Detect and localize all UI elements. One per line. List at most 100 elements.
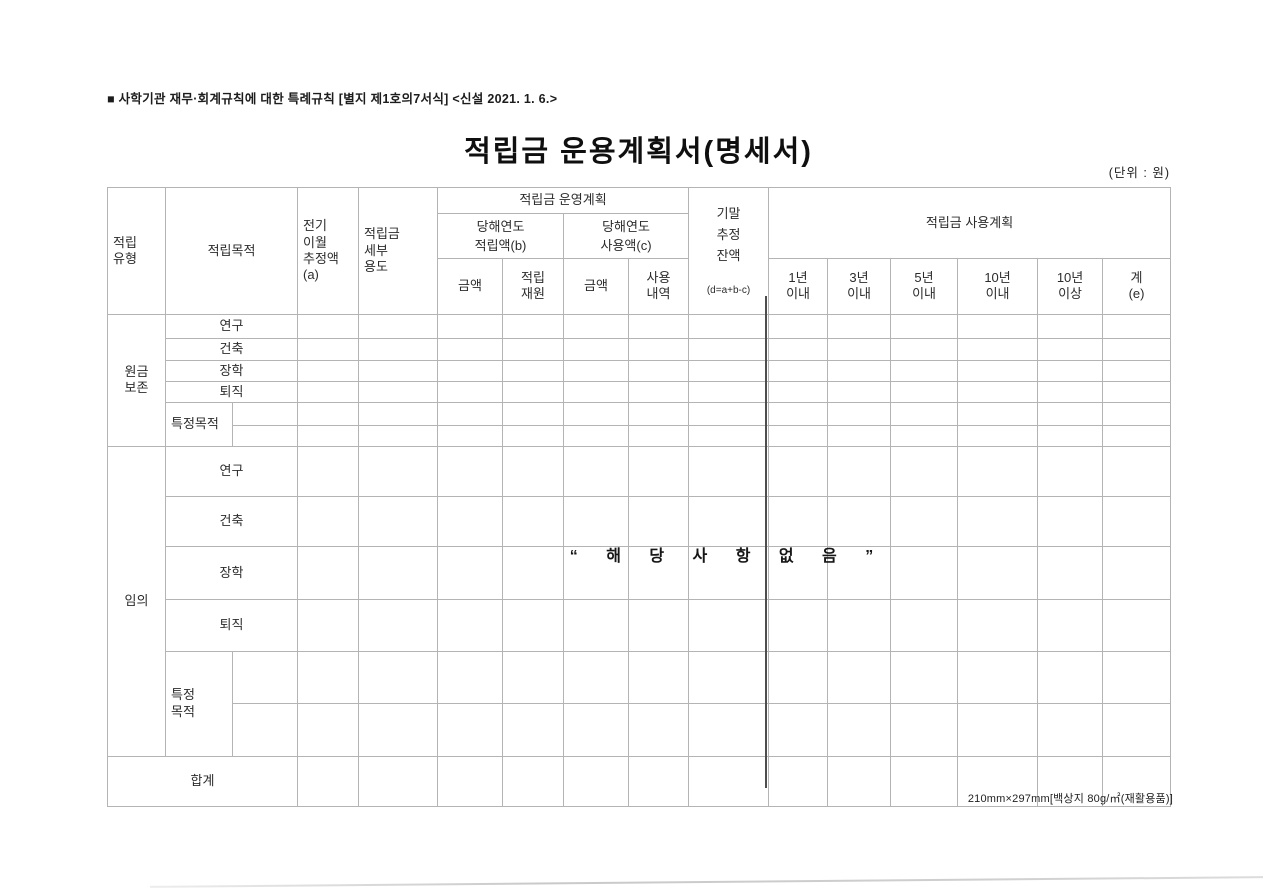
empty-cell bbox=[297, 598, 359, 652]
header-ending-balance: 기말 추정 잔액 (d=a+b-c) bbox=[688, 187, 770, 315]
empty-cell bbox=[437, 495, 503, 547]
empty-cell bbox=[358, 337, 438, 361]
empty-cell bbox=[358, 380, 438, 403]
total-label: 합계 bbox=[107, 755, 298, 807]
header-purpose: 적립목적 bbox=[165, 187, 298, 315]
scan-artifact-line bbox=[150, 876, 1263, 888]
unit-label: (단위 : 원) bbox=[1108, 166, 1170, 180]
empty-cell bbox=[502, 598, 564, 652]
empty-cell bbox=[957, 380, 1039, 403]
empty-cell bbox=[563, 380, 629, 403]
empty-cell bbox=[563, 401, 629, 426]
header-amount-use: 금액 bbox=[563, 258, 629, 315]
empty-cell bbox=[957, 401, 1039, 426]
empty-cell bbox=[688, 495, 770, 547]
empty-cell bbox=[768, 495, 829, 547]
empty-cell bbox=[827, 380, 892, 403]
empty-cell bbox=[627, 313, 690, 339]
empty-cell bbox=[688, 337, 770, 361]
empty-cell bbox=[627, 445, 690, 497]
empty-cell bbox=[890, 380, 959, 403]
row-principal-special-2 bbox=[108, 424, 1172, 447]
empty-cell bbox=[688, 401, 770, 426]
empty-cell bbox=[437, 337, 503, 361]
empty-cell bbox=[563, 495, 629, 547]
header-accum-source: 적립 재원 bbox=[502, 258, 564, 315]
empty-cell bbox=[232, 424, 298, 447]
empty-cell bbox=[627, 337, 690, 361]
empty-cell bbox=[437, 313, 503, 339]
empty-cell bbox=[437, 650, 503, 704]
form-regulation-note: ■ 사학기관 재무·회계규칙에 대한 특례규칙 [별지 제1호의7서식] <신설… bbox=[107, 92, 558, 106]
empty-cell bbox=[688, 445, 770, 497]
empty-cell bbox=[957, 337, 1039, 361]
ending-balance-formula: (d=a+b-c) bbox=[706, 284, 751, 296]
empty-cell bbox=[563, 650, 629, 704]
empty-cell bbox=[627, 380, 690, 403]
empty-cell bbox=[502, 380, 564, 403]
empty-cell bbox=[297, 650, 359, 704]
empty-cell bbox=[957, 445, 1039, 497]
empty-cell bbox=[1102, 424, 1172, 447]
reserve-plan-table: 적립 유형 적립목적 전기 이월 추정액 (a) 적립금 세부 용도 적립금 운… bbox=[107, 186, 1172, 807]
empty-cell bbox=[1037, 702, 1104, 757]
empty-cell bbox=[627, 755, 690, 807]
empty-cell bbox=[627, 495, 690, 547]
empty-cell bbox=[1102, 337, 1172, 361]
header-over-10y: 10년 이상 bbox=[1037, 258, 1104, 315]
empty-cell bbox=[627, 598, 690, 652]
empty-cell bbox=[563, 702, 629, 757]
page-title: 적립금 운용계획서(명세서) bbox=[464, 136, 813, 168]
empty-cell bbox=[297, 495, 359, 547]
header-within-1y: 1년 이내 bbox=[768, 258, 829, 315]
empty-cell bbox=[297, 702, 359, 757]
empty-cell bbox=[1037, 313, 1104, 339]
empty-cell bbox=[768, 401, 829, 426]
empty-cell bbox=[563, 445, 629, 497]
header-within-5y: 5년 이내 bbox=[890, 258, 959, 315]
row-principal-retirement: 퇴직 bbox=[108, 380, 1172, 403]
empty-cell bbox=[297, 313, 359, 339]
empty-cell bbox=[890, 313, 959, 339]
header-row-1: 적립 유형 적립목적 전기 이월 추정액 (a) 적립금 세부 용도 적립금 운… bbox=[107, 186, 1172, 315]
empty-cell bbox=[502, 445, 564, 497]
empty-cell bbox=[1102, 359, 1172, 382]
empty-cell bbox=[768, 650, 829, 704]
empty-cell bbox=[437, 598, 503, 652]
empty-cell bbox=[1037, 359, 1104, 382]
empty-cell bbox=[768, 702, 829, 757]
empty-cell bbox=[688, 598, 770, 652]
empty-cell bbox=[563, 337, 629, 361]
empty-cell bbox=[827, 424, 892, 447]
section-label-voluntary: 임의 bbox=[107, 445, 166, 757]
header-operation-plan: 적립금 운영계획 bbox=[436, 187, 690, 214]
empty-cell bbox=[688, 313, 770, 339]
empty-cell bbox=[1037, 650, 1104, 704]
empty-cell bbox=[627, 650, 690, 704]
use-plan-divider-line bbox=[765, 296, 767, 788]
empty-cell bbox=[1037, 380, 1104, 403]
empty-cell bbox=[502, 401, 564, 426]
empty-cell bbox=[563, 313, 629, 339]
empty-cell bbox=[297, 359, 359, 382]
empty-cell bbox=[957, 359, 1039, 382]
empty-cell bbox=[437, 702, 503, 757]
empty-cell bbox=[297, 337, 359, 361]
empty-cell bbox=[890, 598, 959, 652]
empty-cell bbox=[502, 424, 564, 447]
empty-cell bbox=[502, 313, 564, 339]
purpose-label: 퇴직 bbox=[165, 380, 298, 403]
empty-cell bbox=[1037, 445, 1104, 497]
empty-cell bbox=[768, 545, 829, 600]
empty-cell bbox=[827, 702, 892, 757]
empty-cell bbox=[688, 755, 770, 807]
empty-cell bbox=[232, 401, 298, 426]
empty-cell bbox=[437, 424, 503, 447]
not-applicable-notice: “ 해 당 사 항 없 음 ” bbox=[569, 548, 883, 565]
row-voluntary-special-2 bbox=[108, 702, 1172, 757]
section-label-principal: 원금 보존 bbox=[107, 313, 166, 447]
empty-cell bbox=[1102, 380, 1172, 403]
empty-cell bbox=[957, 755, 1039, 807]
row-principal-construction: 건축 bbox=[108, 337, 1172, 361]
empty-cell bbox=[768, 380, 829, 403]
